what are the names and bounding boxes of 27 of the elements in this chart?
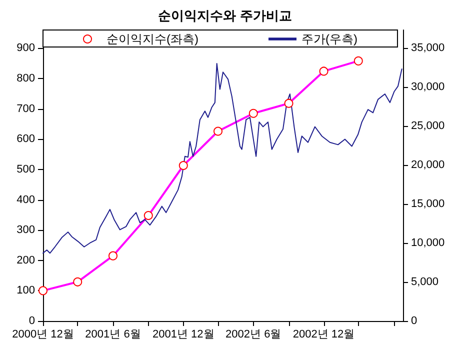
line-series (42, 63, 402, 254)
x-tick-label: 2002년 6월 (226, 328, 282, 340)
y-tick-label: 700 (16, 102, 35, 115)
y-tick-label: 400 (16, 194, 35, 206)
y2-tick-label: 5,000 (411, 276, 439, 288)
chart-title: 순이익지수와 주가비교 (158, 8, 292, 23)
y2-tick-label: 0 (411, 315, 418, 327)
y-tick-label: 200 (16, 254, 35, 266)
y2-tick-label: 25,000 (411, 120, 445, 132)
x-tick-label: 2000년 12월 (12, 328, 74, 340)
y-tick-label: 600 (16, 133, 35, 146)
x-tick-label: 2001년 12월 (152, 328, 214, 340)
y2-tick-label: 15,000 (411, 198, 445, 210)
x-tick-label: 2001년 6월 (85, 328, 141, 340)
x-tick-label: 2002년 12월 (292, 328, 355, 340)
y2-tick-label: 35,000 (411, 42, 445, 54)
y-tick-label: 0 (28, 315, 35, 327)
legend-label: 주가(우측) (301, 32, 358, 46)
y-tick-label: 300 (16, 224, 35, 236)
y-tick-label: 100 (16, 284, 35, 297)
y-tick-label: 500 (16, 163, 35, 176)
y2-tick-label: 10,000 (411, 236, 445, 249)
legend-label: 순이익지수(좌측) (106, 32, 198, 46)
y2-tick-label: 20,000 (411, 158, 445, 171)
y-tick-label: 800 (16, 72, 35, 84)
y-tick-label: 900 (16, 42, 35, 54)
y2-tick-label: 30,000 (411, 80, 445, 93)
